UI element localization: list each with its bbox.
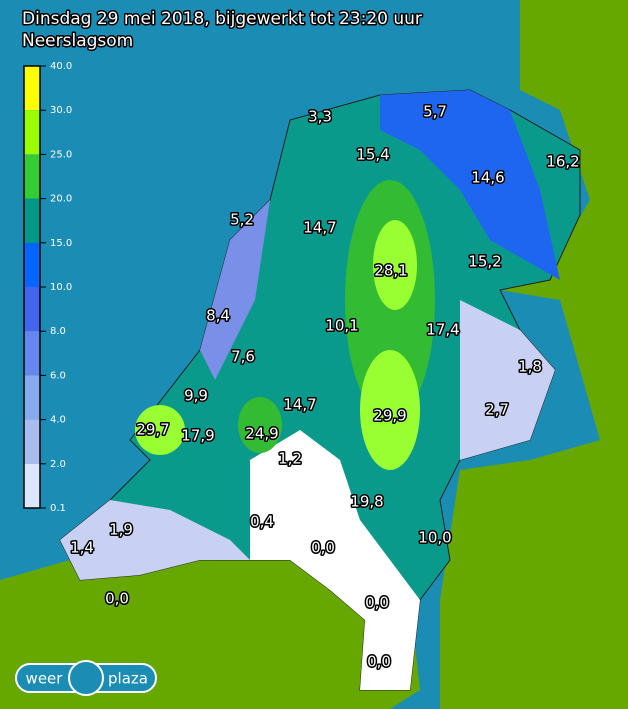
station-value: 3,3 — [308, 108, 332, 126]
zone-25-30c — [135, 405, 185, 455]
logo-icon — [68, 660, 104, 696]
legend-label: 40.0 — [50, 61, 72, 72]
logo-left: weer — [26, 670, 64, 688]
station-value: 28,1 — [374, 262, 407, 280]
logo: weer plaza — [15, 660, 157, 696]
logo-right: plaza — [108, 670, 148, 688]
legend-swatch — [24, 375, 40, 420]
station-value: 0,0 — [365, 594, 389, 612]
station-value: 10,0 — [418, 529, 451, 547]
zone-6-8 — [200, 200, 270, 380]
legend-label: 8.0 — [50, 326, 66, 337]
station-value: 15,2 — [468, 253, 501, 271]
station-value: 29,7 — [136, 421, 169, 439]
station-value: 17,4 — [426, 321, 459, 339]
zone-25-30 — [373, 220, 417, 310]
station-value: 15,4 — [356, 146, 389, 164]
legend-label: 20.0 — [50, 194, 72, 205]
zone-2-4 — [460, 300, 555, 460]
legend-label: 6.0 — [50, 370, 66, 381]
station-value: 19,8 — [350, 493, 383, 511]
legend-label: 2.0 — [50, 459, 66, 470]
legend-swatch — [24, 154, 40, 199]
legend-label: 30.0 — [50, 105, 72, 116]
station-value: 16,2 — [546, 153, 579, 171]
zone-10-15 — [380, 90, 560, 280]
station-value: 24,9 — [245, 425, 278, 443]
legend-swatch — [24, 331, 40, 376]
station-value: 0,4 — [250, 513, 274, 531]
legend-label: 4.0 — [50, 415, 66, 426]
legend-swatch — [24, 419, 40, 464]
station-value: 17,9 — [181, 427, 214, 445]
subtitle: Neerslagsom — [22, 31, 133, 51]
station-labels: 3,3 5,7 15,4 16,2 14,6 5,2 14,7 28,1 15,2 8,4 10,1… — [69, 101, 582, 672]
station-value: 0,0 — [105, 590, 129, 608]
zone-0 — [250, 430, 420, 690]
legend-swatch — [24, 66, 40, 111]
legend-swatch — [24, 463, 40, 508]
legend-label: 10.0 — [50, 282, 72, 293]
station-value: 0,0 — [367, 653, 391, 671]
legend-label: 15.0 — [50, 238, 72, 249]
title: Dinsdag 29 mei 2018, bijgewerkt tot 23:2… — [22, 9, 422, 29]
station-value: 1,4 — [70, 539, 94, 557]
station-value: 2,7 — [485, 401, 509, 419]
station-value: 14,7 — [283, 396, 316, 414]
station-value: 8,4 — [206, 307, 230, 325]
station-value: 29,9 — [373, 407, 406, 425]
station-value: 1,2 — [278, 450, 302, 468]
station-value: 0,0 — [311, 539, 335, 557]
legend-swatch — [24, 287, 40, 332]
station-value: 1,9 — [109, 521, 133, 539]
zone-low-south — [60, 500, 250, 580]
station-value: 14,7 — [303, 219, 336, 237]
station-value: 7,6 — [231, 348, 255, 366]
station-value: 10,1 — [325, 317, 358, 335]
legend-swatch — [24, 242, 40, 287]
zone-25-30b — [360, 350, 420, 470]
station-value: 14,6 — [471, 169, 504, 187]
legend-swatch — [24, 110, 40, 155]
legend-label: 25.0 — [50, 149, 72, 160]
legend-swatch — [24, 198, 40, 243]
station-value: 1,8 — [518, 358, 542, 376]
station-value: 5,7 — [423, 103, 447, 121]
zone-20-25b — [238, 397, 282, 453]
station-value: 9,9 — [184, 387, 208, 405]
legend-label: 0.1 — [50, 503, 66, 514]
station-value: 5,2 — [230, 211, 254, 229]
legend: 40.0 30.0 25.0 20.0 15.0 10.0 8.0 6.0 4.0 2.0 0.1 — [23, 61, 72, 514]
